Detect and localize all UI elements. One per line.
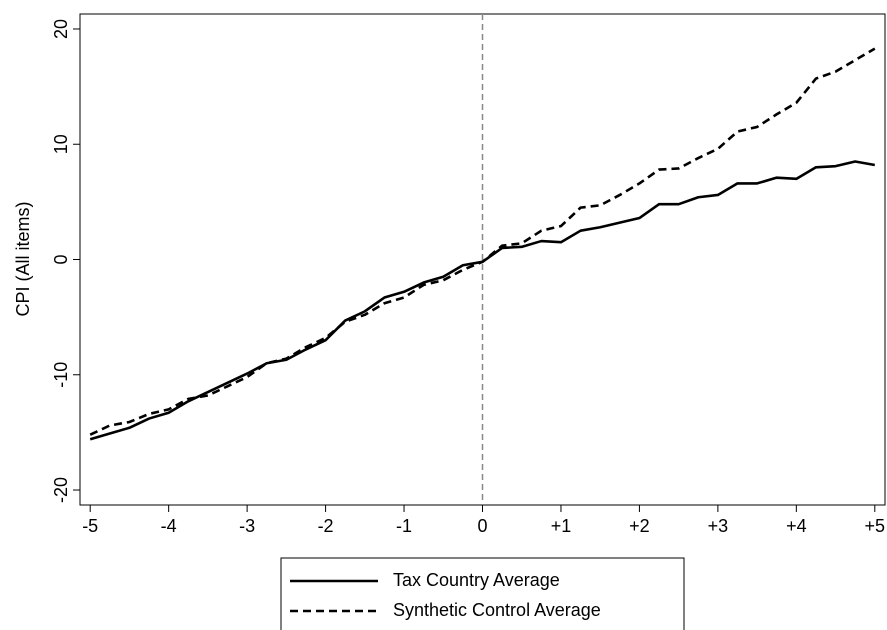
legend-label: Tax Country Average bbox=[393, 570, 560, 590]
x-tick-label: +2 bbox=[629, 516, 650, 536]
x-tick-label: +4 bbox=[786, 516, 807, 536]
x-tick-label: -2 bbox=[318, 516, 334, 536]
y-axis-label: CPI (All items) bbox=[13, 201, 33, 316]
y-tick-label: 20 bbox=[51, 19, 71, 39]
x-tick-label: +3 bbox=[708, 516, 729, 536]
legend-label: Synthetic Control Average bbox=[393, 600, 601, 620]
x-tick-label: -1 bbox=[396, 516, 412, 536]
x-tick-label: 0 bbox=[477, 516, 487, 536]
x-tick-label: +5 bbox=[865, 516, 886, 536]
y-tick-label: 10 bbox=[51, 134, 71, 154]
y-tick-label: 0 bbox=[51, 254, 71, 264]
y-tick-label: -20 bbox=[51, 477, 71, 503]
x-tick-label: -3 bbox=[239, 516, 255, 536]
x-tick-label: -4 bbox=[161, 516, 177, 536]
x-tick-label: +1 bbox=[551, 516, 572, 536]
x-tick-label: -5 bbox=[82, 516, 98, 536]
legend-box bbox=[280, 557, 685, 630]
y-tick-label: -10 bbox=[51, 362, 71, 388]
line-series bbox=[89, 47, 876, 436]
